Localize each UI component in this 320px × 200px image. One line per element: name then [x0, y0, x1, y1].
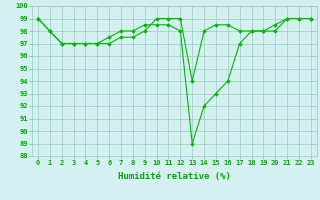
X-axis label: Humidité relative (%): Humidité relative (%)	[118, 172, 231, 181]
